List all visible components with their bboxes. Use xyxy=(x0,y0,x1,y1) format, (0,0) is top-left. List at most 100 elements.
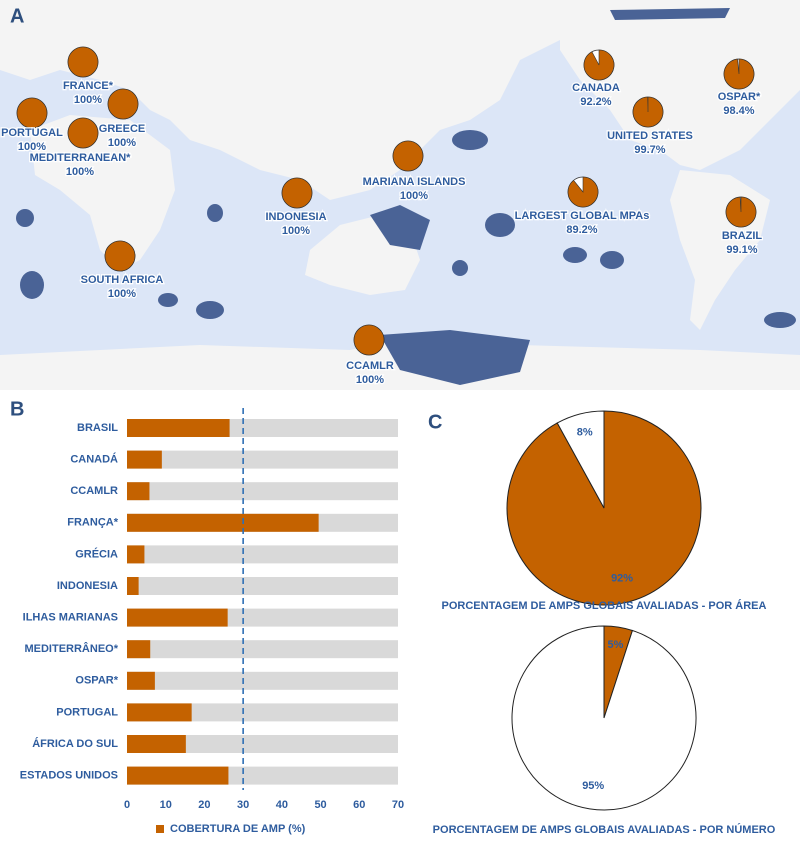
bar xyxy=(127,766,229,785)
land xyxy=(560,0,800,170)
pie-slice xyxy=(583,49,615,81)
pie-slice xyxy=(353,324,385,356)
panel-label: C xyxy=(428,411,442,433)
marker-value: 100% xyxy=(108,288,136,300)
marker-label: BRAZIL xyxy=(722,230,763,242)
marker-value: 100% xyxy=(18,141,46,153)
marker-label: SOUTH AFRICA xyxy=(81,274,164,286)
map xyxy=(0,0,800,390)
mpa xyxy=(485,213,515,237)
mpa xyxy=(370,205,430,250)
bar-background xyxy=(127,545,398,564)
bar-background xyxy=(127,640,398,659)
y-tick-label: ILHAS MARIANAS xyxy=(23,612,118,624)
y-tick-label: FRANÇA* xyxy=(67,517,118,529)
marker-label: FRANCE* xyxy=(63,80,114,92)
marker-label: LARGEST GLOBAL MPAs xyxy=(515,210,650,222)
x-tick-label: 10 xyxy=(160,799,172,811)
marker-value: 89.2% xyxy=(566,224,597,236)
panel-label: A xyxy=(10,5,24,27)
y-tick-label: INDONESIA xyxy=(57,580,118,592)
bar xyxy=(127,640,151,659)
mpa xyxy=(452,260,468,276)
y-tick-label: ESTADOS UNIDOS xyxy=(20,770,118,782)
pie-slice xyxy=(392,140,424,172)
slice-label: 92% xyxy=(611,572,633,584)
x-tick-label: 70 xyxy=(392,799,404,811)
marker-value: 100% xyxy=(108,137,136,149)
mpa xyxy=(600,251,624,269)
marker-label: CANADA xyxy=(572,82,620,94)
marker-label: UNITED STATES xyxy=(607,130,693,142)
bar xyxy=(127,577,139,595)
slice-label: 5% xyxy=(608,639,624,651)
pie-slice xyxy=(556,410,605,509)
bar xyxy=(127,735,186,753)
bar-background xyxy=(127,577,398,595)
marker-value: 99.1% xyxy=(726,244,757,256)
mpa xyxy=(380,330,530,385)
marker-label: GREECE xyxy=(99,123,145,135)
bar-background xyxy=(127,671,398,690)
x-tick-label: 20 xyxy=(198,799,210,811)
y-tick-label: CCAMLR xyxy=(70,485,118,497)
pie-slice xyxy=(107,88,139,120)
y-tick-label: MEDITERRÂNEO* xyxy=(24,642,118,655)
land xyxy=(30,115,175,270)
x-tick-label: 30 xyxy=(237,799,249,811)
legend-label: COBERTURA DE AMP (%) xyxy=(170,823,306,835)
pie-slice xyxy=(67,117,99,149)
pie-slice xyxy=(506,410,702,606)
bar xyxy=(127,450,162,469)
marker-value: 100% xyxy=(74,94,102,106)
marker-label: PORTUGAL xyxy=(1,127,63,139)
bar xyxy=(127,671,155,690)
bar xyxy=(127,608,228,627)
bar-background xyxy=(127,482,398,501)
bar-background xyxy=(127,450,398,469)
mpa xyxy=(158,293,178,307)
bar-background xyxy=(127,735,398,753)
marker-value: 100% xyxy=(282,225,310,237)
x-tick-label: 40 xyxy=(276,799,288,811)
pie-slice xyxy=(281,177,313,209)
panel-label: B xyxy=(10,398,24,420)
mpa xyxy=(452,130,488,150)
pie-slice xyxy=(104,240,136,272)
mpa xyxy=(563,247,587,263)
bar xyxy=(127,545,145,564)
y-tick-label: PORTUGAL xyxy=(56,706,118,718)
marker-value: 98.4% xyxy=(723,105,754,117)
bar xyxy=(127,482,150,501)
pie-slice xyxy=(567,176,599,208)
legend-swatch xyxy=(156,825,164,833)
pie-title: PORCENTAGEM DE AMPS GLOBAIS AVALIADAS - … xyxy=(433,823,776,836)
marker-label: OSPAR* xyxy=(718,91,761,103)
mpa xyxy=(207,204,223,222)
marker-label: CCAMLR xyxy=(346,360,394,372)
marker-value: 92.2% xyxy=(580,96,611,108)
x-tick-label: 0 xyxy=(124,799,130,811)
pie-slice xyxy=(725,196,757,228)
slice-label: 8% xyxy=(577,427,593,439)
marker-label: INDONESIA xyxy=(265,211,326,223)
marker-value: 99.7% xyxy=(634,144,665,156)
pie-slice xyxy=(632,96,664,128)
mpa xyxy=(764,312,796,328)
y-tick-label: CANADÁ xyxy=(70,453,118,466)
bar-background xyxy=(127,703,398,722)
pie-slice xyxy=(16,97,48,129)
bar xyxy=(127,703,192,722)
pie-slice xyxy=(67,46,99,78)
x-tick-label: 60 xyxy=(353,799,365,811)
marker-value: 100% xyxy=(66,166,94,178)
y-tick-label: BRASIL xyxy=(77,422,118,434)
pie-slice xyxy=(723,58,755,90)
y-tick-label: GRÉCIA xyxy=(75,547,118,560)
marker-value: 100% xyxy=(356,374,384,386)
bar xyxy=(127,419,230,437)
mpa xyxy=(16,209,34,227)
pie-title: PORCENTAGEM DE AMPS GLOBAIS AVALIADAS - … xyxy=(442,599,767,612)
x-tick-label: 50 xyxy=(314,799,326,811)
